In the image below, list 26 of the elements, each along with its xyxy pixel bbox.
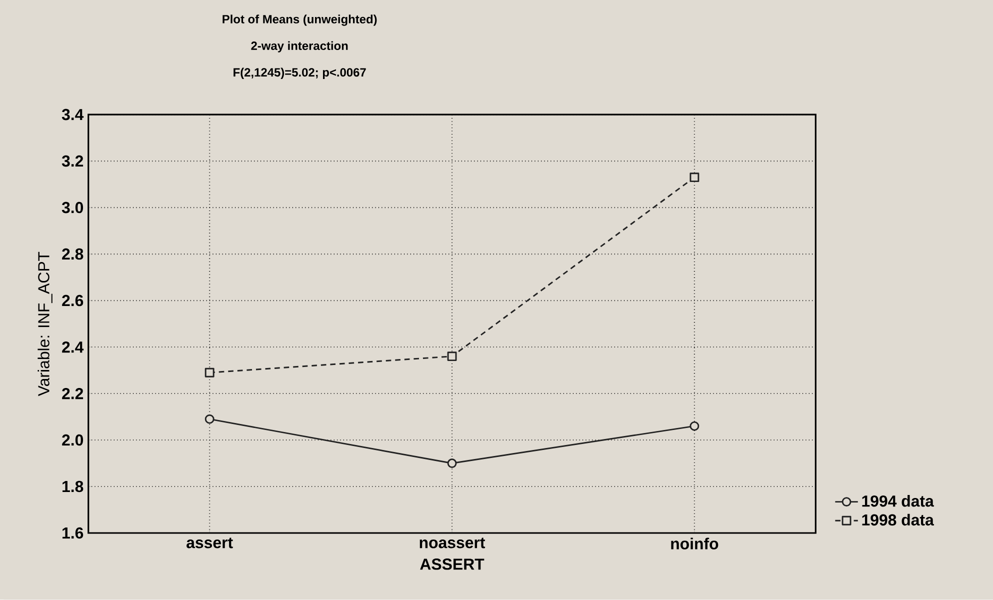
y-tick-label: 2.4 [62, 342, 84, 353]
point [690, 172, 700, 182]
y-tick-label: 1.8 [62, 480, 84, 492]
y-tick-label: 3.2 [62, 156, 84, 167]
point [690, 421, 700, 431]
chart-subtitle: 2-way interaction [251, 41, 348, 53]
y-tick-label: 2.2 [62, 388, 84, 400]
y-tick-label: 3.0 [62, 202, 84, 214]
x-tick-label: noassert [420, 538, 486, 548]
point [204, 368, 214, 378]
chart-title: Plot of Means (unweighted) [222, 14, 377, 26]
y-tick-label: 1.6 [62, 527, 84, 539]
y-tick-label: 3.4 [62, 109, 84, 120]
x-tick-label: assert [186, 538, 233, 548]
y-tick-label: 2.8 [62, 248, 84, 260]
point [447, 352, 457, 362]
y-tick-label: 2.0 [62, 434, 84, 446]
y-axis-title: Variable: INF_ACPT [38, 252, 52, 396]
x-tick-label: noinfo [671, 538, 718, 550]
legend-label: 1998 data [862, 514, 934, 526]
y-tick-label: 2.6 [62, 295, 84, 306]
text: F(2,1245)=5.02; p<.0067 [234, 68, 366, 80]
point [447, 458, 457, 468]
x-axis-title: ASSERT [420, 558, 484, 570]
point [204, 414, 214, 424]
legend-label: 1994 data [862, 495, 934, 507]
